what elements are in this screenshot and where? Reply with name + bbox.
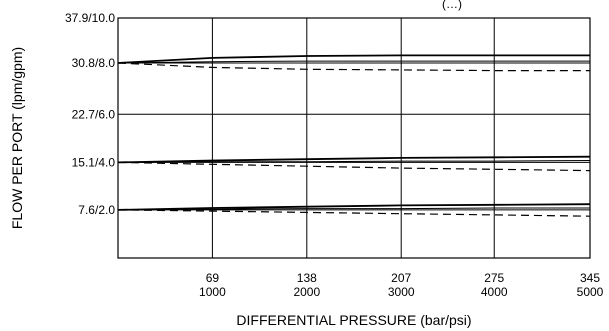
- x-tick-label-bar: 275: [484, 271, 504, 285]
- y-tick-label: 37.9/10.0: [65, 11, 115, 25]
- x-tick-label-psi: 3000: [388, 285, 415, 299]
- x-tick-label-bar: 345: [580, 271, 600, 285]
- x-tick-label-psi: 2000: [293, 285, 320, 299]
- y-tick-label: 22.7/6.0: [72, 107, 116, 121]
- x-tick-label-psi: 4000: [481, 285, 508, 299]
- y-tick-label: 7.6/2.0: [78, 203, 115, 217]
- y-tick-label: 30.8/8.0: [72, 56, 116, 70]
- plot-frame: [118, 18, 590, 258]
- x-axis-label: DIFFERENTIAL PRESSURE (bar/psi): [236, 312, 471, 328]
- x-tick-label-psi: 1000: [199, 285, 226, 299]
- y-tick-labels: 7.6/2.0 15.1/4.0 22.7/6.0 30.8/8.0 37.9/10.0: [65, 11, 115, 217]
- y-axis-label: FLOW PER PORT (lpm/gpm): [9, 47, 25, 229]
- series-group: [118, 55, 590, 216]
- top-clipped-label: (…): [442, 0, 462, 11]
- series-line-2: [118, 63, 590, 71]
- x-tick-label-bar: 138: [297, 271, 317, 285]
- grid: [118, 18, 590, 258]
- series-line-5: [118, 162, 590, 170]
- x-tick-label-bar: 69: [206, 271, 220, 285]
- y-tick-label: 15.1/4.0: [72, 155, 116, 169]
- x-tick-label-bar: 207: [391, 271, 411, 285]
- series-line-8: [118, 210, 590, 216]
- x-tick-label-psi: 5000: [577, 285, 604, 299]
